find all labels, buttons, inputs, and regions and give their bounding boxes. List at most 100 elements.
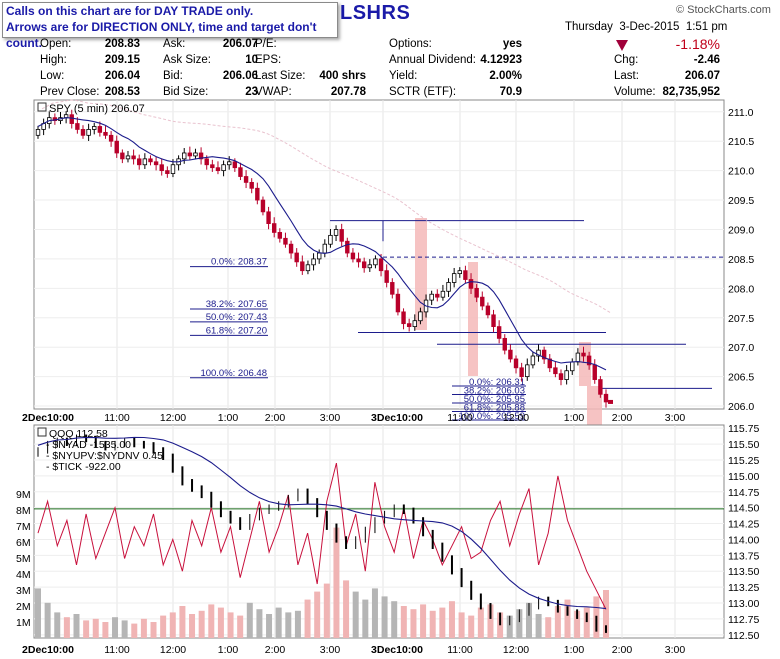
candle-body bbox=[131, 155, 136, 160]
qqq-tick-label: 113.25 bbox=[728, 582, 759, 594]
candle-body bbox=[356, 258, 361, 263]
volume-tick-label: 4M bbox=[16, 569, 31, 581]
volume-bar bbox=[554, 606, 561, 638]
candle-body bbox=[451, 273, 457, 283]
candle-body bbox=[468, 279, 474, 289]
quote-value: yes bbox=[502, 38, 522, 50]
volume-bar bbox=[198, 610, 205, 638]
candle-body bbox=[243, 176, 249, 183]
fib-label: 50.0%: 207.43 bbox=[206, 312, 267, 323]
volume-bar bbox=[535, 614, 542, 638]
volume-bar bbox=[352, 591, 359, 638]
candle-body bbox=[114, 140, 119, 154]
quote-value: 82,735,952 bbox=[662, 86, 720, 98]
chart-title-fragment: LSHRS bbox=[340, 2, 411, 24]
volume-bar bbox=[246, 602, 253, 638]
volume-bar bbox=[477, 607, 484, 638]
qqq-tick-label: 112.50 bbox=[728, 630, 759, 642]
price-tick-label: 207.0 bbox=[728, 342, 754, 354]
candle-body bbox=[75, 123, 80, 130]
volume-bar bbox=[83, 620, 90, 638]
quote-value: 10 bbox=[245, 54, 258, 66]
candle-body bbox=[333, 229, 339, 236]
time-tick-label: 1:00 bbox=[218, 412, 239, 424]
quote-label: Yield: bbox=[389, 70, 418, 82]
volume-bar bbox=[391, 601, 398, 638]
candle-body bbox=[530, 355, 536, 366]
volume-bar bbox=[102, 622, 109, 638]
qqq-tick-label: 114.50 bbox=[728, 503, 759, 515]
candle-body bbox=[570, 361, 575, 372]
candle-body bbox=[238, 167, 243, 177]
moving-average-line bbox=[37, 117, 607, 371]
candle-body bbox=[390, 282, 395, 295]
qqq-tick-label: 112.75 bbox=[728, 614, 759, 626]
qqq-tick-label: 115.25 bbox=[728, 455, 759, 467]
quote-label: VWAP: bbox=[255, 86, 292, 98]
volume-bar bbox=[333, 527, 340, 638]
breadth-legend: - $NYAD -1535.00 bbox=[46, 439, 131, 451]
down-arrow-icon bbox=[616, 40, 628, 51]
volume-bar bbox=[189, 614, 196, 638]
volume-bar bbox=[400, 606, 407, 638]
candle-body bbox=[401, 311, 406, 325]
volume-tick-label: 8M bbox=[16, 505, 31, 517]
quote-label: Open: bbox=[40, 38, 72, 50]
candle-body bbox=[457, 270, 462, 275]
volume-bar bbox=[150, 622, 157, 638]
volume-bar bbox=[237, 615, 244, 638]
change-percent: -1.18% bbox=[675, 36, 720, 52]
quote-value: 23 bbox=[245, 86, 258, 98]
time-tick-label: 11:00 bbox=[447, 644, 473, 656]
volume-bar bbox=[323, 583, 330, 638]
volume-bar bbox=[410, 609, 417, 638]
volume-tick-label: 3M bbox=[16, 585, 31, 597]
candle-body bbox=[474, 287, 479, 298]
candle-body bbox=[508, 349, 513, 360]
candle-body bbox=[69, 114, 74, 124]
legend-swatch bbox=[37, 102, 47, 112]
fib-label: 0.0%: 208.37 bbox=[211, 257, 267, 268]
volume-bar bbox=[140, 618, 147, 638]
volume-bar bbox=[371, 588, 378, 638]
breadth-panel-frame bbox=[33, 424, 725, 639]
breadth-legend: - $TICK -922.00 bbox=[46, 461, 121, 473]
candle-body bbox=[170, 164, 176, 174]
candle-body bbox=[553, 367, 558, 375]
volume-bar bbox=[458, 612, 465, 638]
candle-body bbox=[429, 293, 434, 301]
volume-bar bbox=[468, 615, 475, 638]
quote-label: Bid: bbox=[163, 70, 183, 82]
candle-body bbox=[277, 232, 283, 239]
volume-bar bbox=[314, 591, 321, 638]
candle-body bbox=[575, 352, 581, 363]
qqq-tick-label: 115.75 bbox=[728, 423, 759, 435]
fib-label: 0.0%: 206.31 bbox=[469, 377, 525, 388]
quote-time: 1:51 pm bbox=[685, 21, 728, 33]
breadth-legend: QQQ 112.58 bbox=[49, 428, 108, 440]
time-tick-label: 12:00 bbox=[503, 644, 529, 656]
candle-body bbox=[592, 364, 597, 380]
fib-label: 50.0%: 205.95 bbox=[464, 394, 525, 405]
candle-body bbox=[564, 370, 569, 380]
time-tick-label: 12:00 bbox=[160, 644, 186, 656]
price-tick-label: 211.0 bbox=[728, 107, 754, 119]
volume-bar bbox=[304, 599, 311, 638]
volume-bar bbox=[343, 580, 350, 638]
price-tick-label: 206.0 bbox=[728, 401, 754, 413]
candle-body bbox=[35, 129, 41, 136]
price-legend: SPY (5 min) 206.07 bbox=[49, 103, 145, 115]
candle-body bbox=[350, 252, 356, 260]
candle-body bbox=[165, 170, 170, 174]
time-tick-label: 3Dec10:00 bbox=[371, 412, 423, 424]
notice-line-2: Arrows are for DIRECTION ONLY, time and … bbox=[6, 20, 317, 50]
quote-value: 206.07 bbox=[684, 70, 720, 82]
candle-body bbox=[215, 167, 221, 172]
quote-date: 3-Dec-2015 bbox=[619, 21, 680, 33]
candle-body bbox=[598, 379, 603, 395]
candle-body bbox=[294, 252, 299, 263]
breadth-legend: - $NYUPV:$NYDNV 0.45 bbox=[46, 450, 163, 462]
candle-body bbox=[586, 355, 592, 366]
candle-body bbox=[311, 258, 316, 266]
